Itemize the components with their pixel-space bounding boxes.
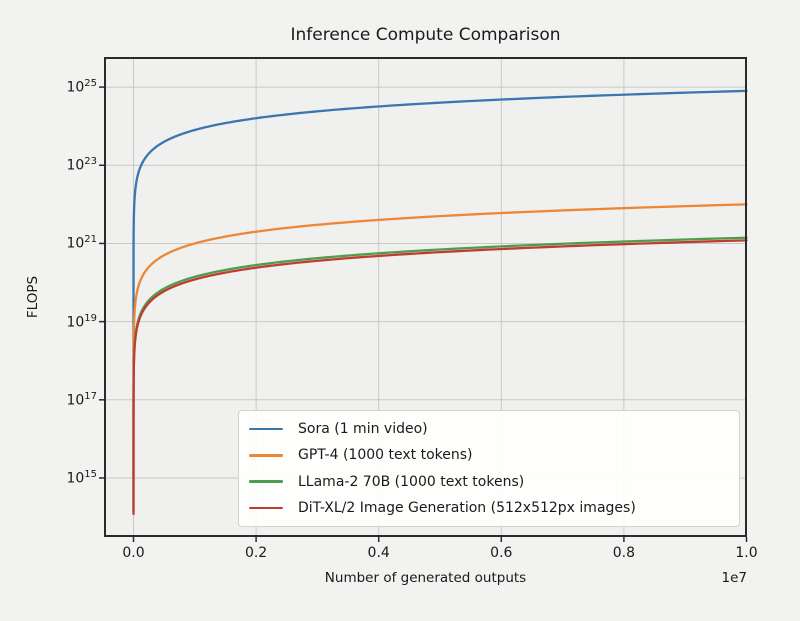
legend-entry-3: LLama-2 70B (1000 text tokens) <box>249 474 730 490</box>
legend-label: DiT-XL/2 Image Generation (512x512px ima… <box>298 499 636 516</box>
x-tick-label: 1.0 <box>735 545 758 561</box>
x-tick-label: 0.0 <box>122 545 145 561</box>
legend-line-swatch <box>249 506 283 510</box>
y-tick-label: 1025 <box>66 78 97 96</box>
legend-line-swatch <box>249 480 283 483</box>
y-tick-label: 1023 <box>66 156 97 174</box>
x-tick-label: 0.2 <box>244 545 268 561</box>
x-tick-label: 0.6 <box>490 545 513 561</box>
legend-entry-1: Sora (1 min video) <box>249 421 730 437</box>
legend-line-swatch <box>249 454 283 457</box>
x-tick-label: 0.8 <box>612 545 636 561</box>
y-axis-label: FLOPS <box>25 275 41 319</box>
series-line-4 <box>132 239 748 516</box>
legend: Sora (1 min video) GPT-4 (1000 text token… <box>238 410 740 527</box>
legend-entry-2: GPT-4 (1000 text tokens) <box>249 447 730 463</box>
legend-label: Sora (1 min video) <box>298 421 428 438</box>
y-tick-label: 1015 <box>66 468 97 487</box>
y-tick-label: 1021 <box>66 234 97 253</box>
y-tick-label: 1019 <box>66 312 97 331</box>
legend-entry-4: DiT-XL/2 Image Generation (512x512px ima… <box>249 500 730 516</box>
legend-label: LLama-2 70B (1000 text tokens) <box>298 473 525 490</box>
legend-label: GPT-4 (1000 text tokens) <box>298 447 473 464</box>
y-tick-label: 1017 <box>66 390 97 409</box>
x-tick-label: 0.4 <box>367 545 390 561</box>
legend-line-swatch <box>249 427 283 431</box>
axes-spines <box>104 57 747 537</box>
x-axis-label: Number of generated outputs <box>324 570 527 586</box>
x-axis-offset-label: 1e7 <box>721 570 747 586</box>
chart-title: Inference Compute Comparison <box>290 25 561 45</box>
